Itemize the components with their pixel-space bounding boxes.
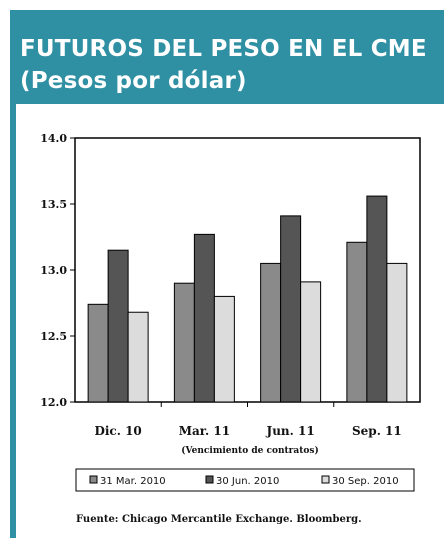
y-tick-label: 13.0 — [40, 264, 67, 277]
bar — [193, 233, 215, 403]
legend-label: 30 Sep. 2010 — [332, 476, 399, 487]
x-tick-label: Dic. 10 — [94, 424, 141, 438]
legend-swatch — [89, 475, 98, 484]
bar — [386, 262, 408, 403]
x-axis: Dic. 10 Mar. 11 Jun. 11 Sep. 11 — [94, 402, 402, 438]
chart-subtitle: (Pesos por dólar) — [20, 68, 247, 94]
legend-swatch — [205, 475, 214, 484]
source-note: Fuente: Chicago Mercantile Exchange. Blo… — [76, 514, 362, 525]
y-tick-label: 13.5 — [40, 198, 67, 211]
bar — [260, 262, 282, 403]
chart-header: FUTUROS DEL PESO EN EL CME (Pesos por dó… — [10, 10, 444, 104]
x-axis-label: (Vencimiento de contratos) — [181, 445, 318, 456]
bar — [300, 281, 322, 403]
legend-label: 31 Mar. 2010 — [100, 476, 166, 487]
y-tick-label: 14.0 — [40, 132, 67, 145]
bar — [173, 282, 195, 403]
x-tick-label: Sep. 11 — [352, 424, 402, 438]
legend-label: 30 Jun. 2010 — [216, 476, 279, 487]
plot-area — [74, 137, 421, 403]
chart-title: FUTUROS DEL PESO EN EL CME — [20, 36, 427, 62]
y-tick-label: 12.0 — [40, 396, 67, 409]
bar — [87, 303, 109, 403]
bar — [127, 311, 149, 403]
bar — [366, 195, 388, 403]
bar — [280, 215, 302, 403]
y-axis: 12.0 12.5 13.0 13.5 14.0 — [40, 132, 75, 409]
y-tick-label: 12.5 — [40, 330, 67, 343]
x-tick-label: Jun. 11 — [266, 424, 315, 438]
left-accent-bar — [10, 104, 16, 538]
legend-swatch — [321, 475, 330, 484]
legend: 31 Mar. 2010 30 Jun. 2010 30 Sep. 2010 — [75, 468, 415, 492]
bar — [346, 241, 368, 403]
legend-box — [75, 468, 415, 492]
x-tick-label: Mar. 11 — [179, 424, 230, 438]
bar — [213, 295, 235, 403]
bar — [107, 249, 129, 403]
